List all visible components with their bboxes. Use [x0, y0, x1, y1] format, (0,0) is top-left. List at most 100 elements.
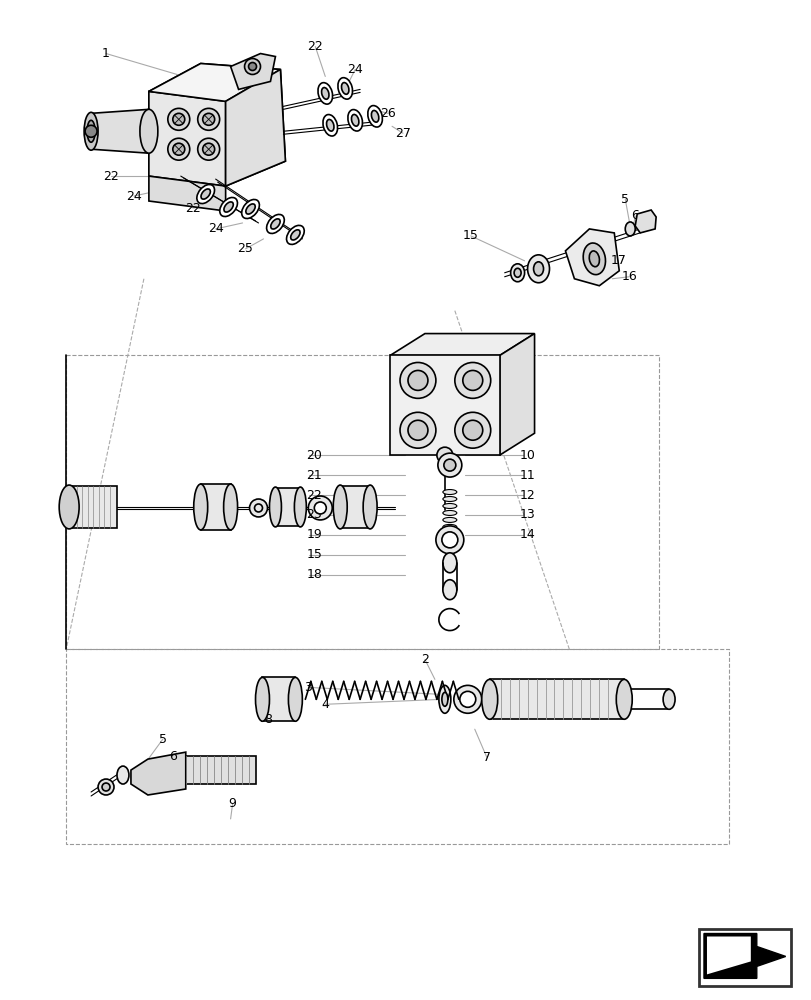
Circle shape [173, 143, 185, 155]
Circle shape [454, 362, 490, 398]
Ellipse shape [266, 214, 284, 233]
Polygon shape [564, 229, 619, 286]
Ellipse shape [270, 219, 280, 229]
Ellipse shape [139, 109, 157, 153]
Text: 24: 24 [208, 222, 223, 235]
Polygon shape [275, 488, 300, 526]
Text: 22: 22 [307, 40, 323, 53]
Text: 22: 22 [306, 489, 322, 502]
Ellipse shape [371, 110, 379, 122]
Circle shape [102, 783, 109, 791]
Ellipse shape [286, 225, 304, 244]
Circle shape [173, 113, 185, 125]
Text: 25: 25 [238, 242, 253, 255]
Bar [69, 486, 117, 528]
Bar [698, 929, 790, 986]
Text: 22: 22 [103, 170, 118, 183]
Ellipse shape [624, 222, 634, 236]
Text: 27: 27 [395, 127, 410, 140]
Circle shape [203, 143, 214, 155]
Polygon shape [634, 210, 655, 233]
Text: 8: 8 [264, 713, 272, 726]
Text: 15: 15 [462, 229, 478, 242]
Text: 3: 3 [304, 681, 312, 694]
Polygon shape [340, 486, 370, 528]
Circle shape [197, 138, 219, 160]
Ellipse shape [223, 484, 238, 530]
Text: 7: 7 [482, 751, 490, 764]
Circle shape [436, 526, 463, 554]
Polygon shape [131, 752, 186, 795]
Ellipse shape [288, 677, 302, 721]
Ellipse shape [442, 510, 457, 515]
Ellipse shape [442, 553, 457, 573]
Circle shape [444, 459, 455, 471]
Polygon shape [489, 679, 624, 719]
Ellipse shape [442, 490, 457, 495]
Text: 24: 24 [126, 190, 142, 203]
Text: 4: 4 [321, 698, 328, 711]
Ellipse shape [117, 766, 129, 784]
Bar [66, 649, 728, 844]
Bar [66, 355, 659, 649]
Polygon shape [389, 355, 499, 455]
Text: 20: 20 [306, 449, 322, 462]
Ellipse shape [616, 679, 632, 719]
Ellipse shape [290, 230, 300, 240]
Text: 1: 1 [102, 47, 109, 60]
Text: 5: 5 [159, 733, 166, 746]
Circle shape [249, 499, 267, 517]
Polygon shape [230, 54, 275, 89]
Ellipse shape [527, 255, 549, 283]
Ellipse shape [337, 78, 352, 99]
Polygon shape [706, 937, 750, 974]
Ellipse shape [363, 485, 376, 529]
Ellipse shape [510, 264, 524, 282]
Ellipse shape [84, 112, 98, 150]
Ellipse shape [589, 251, 599, 267]
Polygon shape [703, 934, 785, 978]
Ellipse shape [442, 580, 457, 600]
Ellipse shape [333, 485, 347, 529]
Circle shape [203, 113, 214, 125]
Circle shape [462, 420, 483, 440]
Ellipse shape [442, 503, 457, 508]
Circle shape [407, 420, 427, 440]
Circle shape [98, 779, 114, 795]
Polygon shape [389, 334, 534, 355]
Ellipse shape [196, 185, 214, 204]
Ellipse shape [201, 189, 210, 199]
Polygon shape [148, 63, 280, 101]
Circle shape [248, 63, 256, 70]
Ellipse shape [220, 197, 237, 217]
Ellipse shape [294, 487, 306, 527]
Text: 6: 6 [630, 209, 638, 222]
Text: 21: 21 [306, 469, 322, 482]
Text: 10: 10 [519, 449, 535, 462]
Text: 15: 15 [306, 548, 322, 561]
Ellipse shape [341, 83, 349, 94]
Text: 5: 5 [620, 193, 629, 206]
Ellipse shape [321, 88, 328, 99]
Circle shape [441, 532, 457, 548]
Polygon shape [148, 176, 225, 211]
Polygon shape [148, 63, 285, 186]
Circle shape [400, 362, 436, 398]
Text: 17: 17 [610, 254, 625, 267]
Circle shape [437, 453, 461, 477]
Circle shape [400, 412, 436, 448]
Text: 16: 16 [620, 270, 637, 283]
Ellipse shape [367, 106, 382, 127]
Circle shape [197, 108, 219, 130]
Text: 22: 22 [185, 202, 200, 215]
Text: 18: 18 [306, 568, 322, 581]
Ellipse shape [255, 677, 269, 721]
Ellipse shape [87, 120, 95, 142]
Ellipse shape [582, 243, 605, 275]
Ellipse shape [242, 199, 259, 219]
Ellipse shape [442, 497, 457, 501]
Ellipse shape [441, 692, 448, 706]
Ellipse shape [481, 679, 497, 719]
Ellipse shape [439, 685, 450, 713]
Circle shape [168, 138, 190, 160]
